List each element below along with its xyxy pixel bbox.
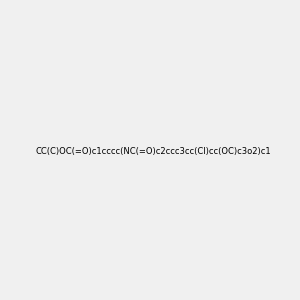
- Text: CC(C)OC(=O)c1cccc(NC(=O)c2ccc3cc(Cl)cc(OC)c3o2)c1: CC(C)OC(=O)c1cccc(NC(=O)c2ccc3cc(Cl)cc(O…: [36, 147, 272, 156]
